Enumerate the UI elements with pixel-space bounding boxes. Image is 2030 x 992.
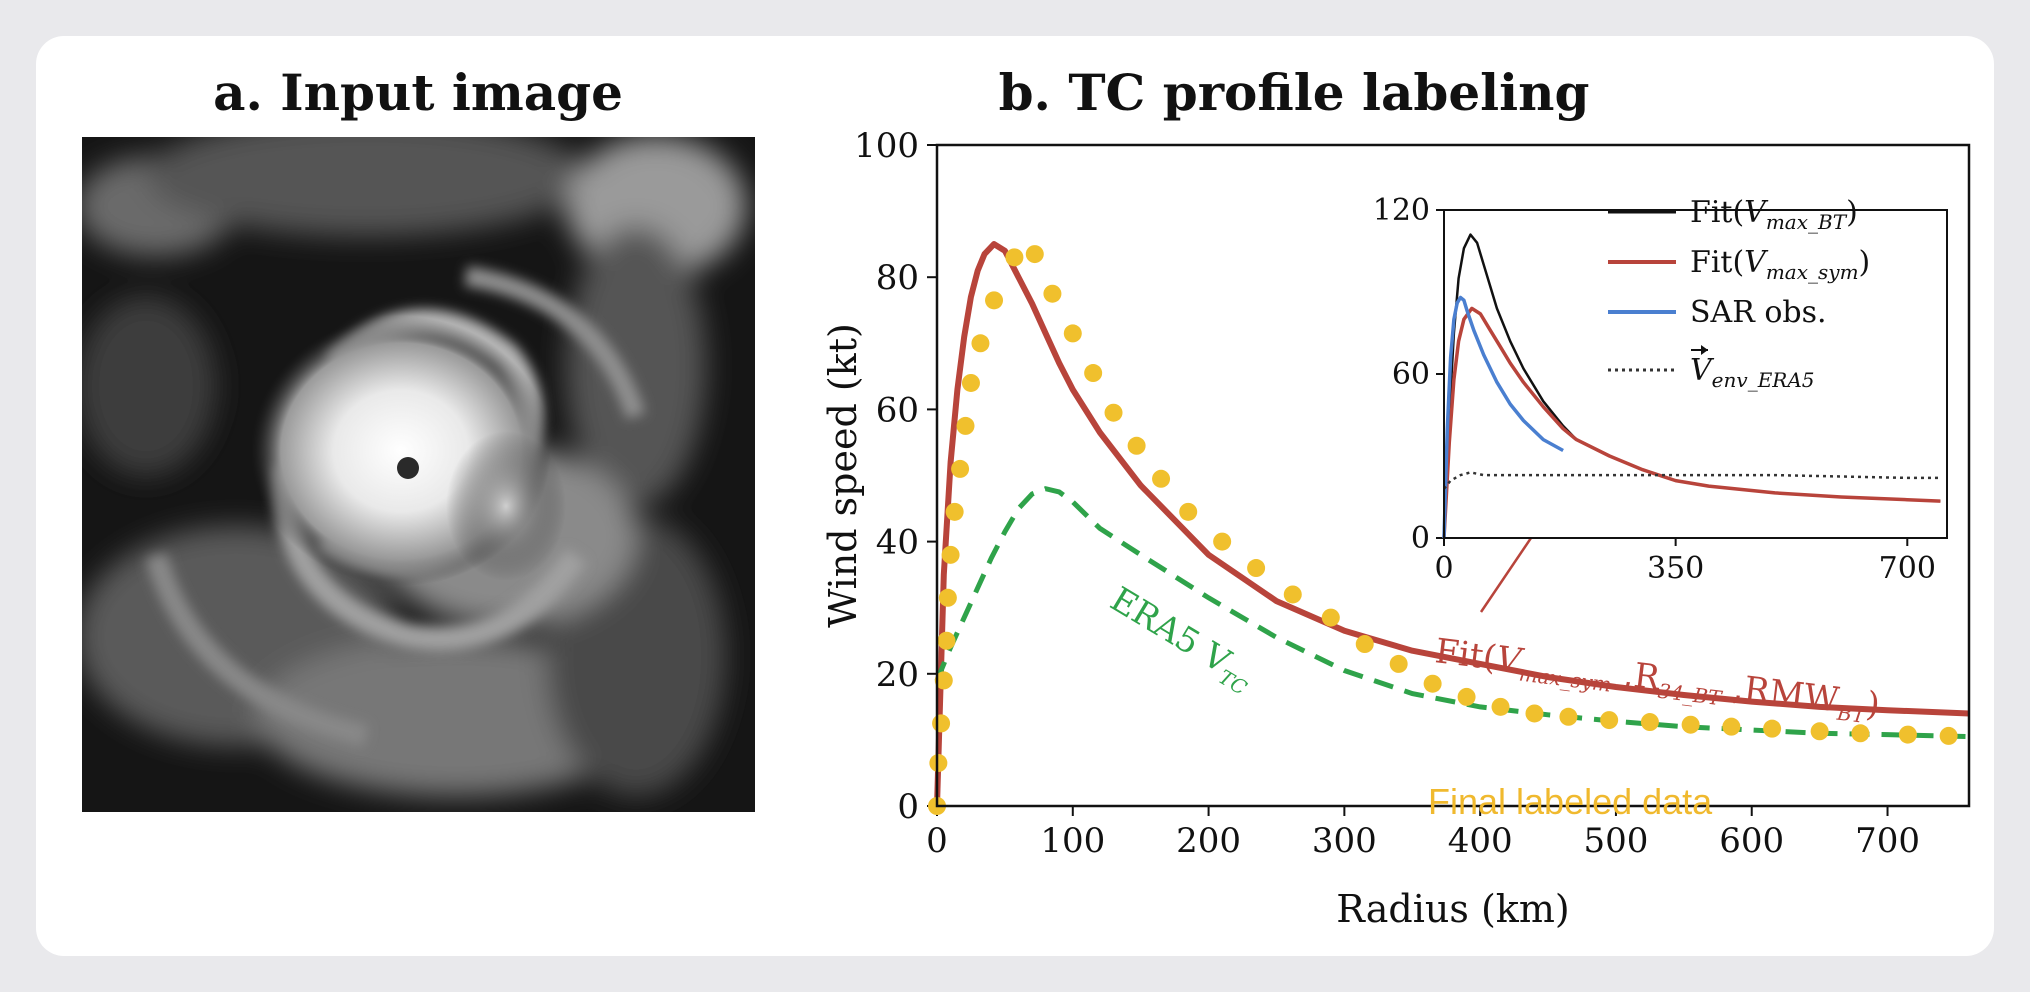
legend-label-fit-sym: Fit(Vmax_sym) — [1690, 245, 1870, 284]
legend-label-sar: SAR obs. — [1690, 295, 1827, 330]
x-tick-label-600: 600 — [1719, 821, 1784, 861]
main-plot-frame — [935, 143, 1971, 808]
figure-canvas: a. Input image b. TC profile labeling 0 1… — [82, 63, 1971, 931]
final-data-point — [971, 334, 990, 353]
main-x-axis-label: Radius (km) — [1336, 887, 1569, 931]
final-data-point — [956, 416, 975, 435]
final-data-point — [1525, 704, 1544, 723]
inset-axis-ticks: 0 350 700 0 60 120 — [1373, 193, 1936, 586]
final-data-point — [938, 588, 957, 607]
inset-series-line-v-env-era5 — [1443, 471, 1941, 490]
final-data-point — [951, 459, 970, 478]
final-data-point — [1025, 245, 1044, 264]
final-data-point — [1321, 608, 1340, 627]
final-data-point — [945, 502, 964, 521]
final-data-point — [1063, 324, 1082, 343]
final-data-point — [1355, 635, 1374, 654]
final-data-point — [1423, 674, 1442, 693]
x-tick-label-0: 0 — [926, 821, 948, 861]
y-tick-label-60: 60 — [876, 390, 919, 430]
x-tick-label-500: 500 — [1583, 821, 1648, 861]
final-data-point — [1213, 532, 1232, 551]
inset-x-tick-label-350: 350 — [1647, 551, 1704, 586]
final-data-point — [934, 671, 953, 690]
inset-series-group — [1442, 233, 1941, 539]
x-tick-label-100: 100 — [1040, 821, 1105, 861]
series-line-era5-vtc — [934, 486, 1970, 740]
final-data-point — [1043, 284, 1062, 303]
legend-label-env: Venv_ERA5 — [1690, 353, 1815, 392]
final-data-point — [1005, 248, 1024, 267]
x-tick-label-200: 200 — [1176, 821, 1241, 861]
final-data-point — [937, 631, 956, 650]
final-data-point — [1898, 725, 1917, 744]
era5-annotation-label: ERA5 VTC — [1101, 579, 1261, 699]
y-tick-label-20: 20 — [876, 655, 919, 695]
final-data-point — [1763, 719, 1782, 738]
final-data-point — [1559, 707, 1578, 726]
main-y-axis-label: Wind speed (kt) — [821, 323, 865, 628]
series-line-fit-rmw — [934, 241, 1970, 807]
final-data-point — [1681, 715, 1700, 734]
inset-chart: 0 350 700 0 60 120 Fit(Vmax_BT) Fit(Vmax_sym)… — [1373, 193, 1948, 586]
final-data-point — [1179, 502, 1198, 521]
final-data-point — [1283, 585, 1302, 604]
final-data-point — [1939, 726, 1958, 745]
final-data-point — [1600, 711, 1619, 730]
final-data-point — [1457, 687, 1476, 706]
final-data-point — [1084, 364, 1103, 383]
final-data-point — [961, 373, 980, 392]
x-tick-label-300: 300 — [1312, 821, 1377, 861]
inset-x-tick-label-0: 0 — [1434, 551, 1453, 586]
final-data-point — [1851, 724, 1870, 743]
x-tick-label-400: 400 — [1448, 821, 1513, 861]
final-data-point — [1722, 717, 1741, 736]
inset-y-tick-label-120: 120 — [1373, 193, 1430, 228]
final-data-point — [1810, 722, 1829, 741]
figure-card: a. Input image b. TC profile labeling 0 1… — [36, 36, 1994, 956]
final-data-point — [1247, 559, 1266, 578]
final-data-point — [1152, 469, 1171, 488]
final-data-point — [932, 714, 951, 733]
final-data-point — [1491, 697, 1510, 716]
y-tick-label-80: 80 — [876, 258, 919, 298]
legend-label-fit-bt: Fit(Vmax_BT) — [1690, 195, 1858, 234]
storm-eye — [397, 457, 419, 479]
final-data-point — [1389, 654, 1408, 673]
y-tick-label-40: 40 — [876, 523, 919, 563]
inset-legend: Fit(Vmax_BT) Fit(Vmax_sym) SAR obs. Venv… — [1608, 195, 1870, 392]
inset-y-tick-label-60: 60 — [1392, 357, 1430, 392]
inset-plot-frame — [1443, 209, 1948, 539]
final-data-point — [1640, 713, 1659, 732]
final-data-annotation-label: Final labeled data — [1428, 781, 1713, 822]
final-data-point — [1104, 403, 1123, 422]
x-tick-label-700: 700 — [1855, 821, 1920, 861]
inset-y-tick-label-0: 0 — [1411, 521, 1430, 556]
final-data-point — [929, 754, 948, 773]
panel-b-title: b. TC profile labeling — [999, 63, 1590, 122]
final-data-point — [1127, 436, 1146, 455]
main-series-group — [928, 241, 1970, 815]
inset-series-line-fit-vmax-sym — [1442, 306, 1941, 539]
vector-arrowhead-icon — [1701, 345, 1708, 355]
panel-a-title: a. Input image — [213, 63, 623, 122]
y-tick-label-0: 0 — [897, 787, 919, 827]
final-data-point — [985, 291, 1004, 310]
y-tick-label-100: 100 — [854, 126, 919, 166]
fit-annotation-label: Fit(Vmax_sym ,R34_BT ,RMWBT) — [1432, 631, 1882, 729]
inset-series-line-sar-obs — [1442, 295, 1564, 539]
final-data-point — [941, 545, 960, 564]
inset-x-tick-label-700: 700 — [1879, 551, 1936, 586]
satellite-image — [82, 137, 755, 812]
